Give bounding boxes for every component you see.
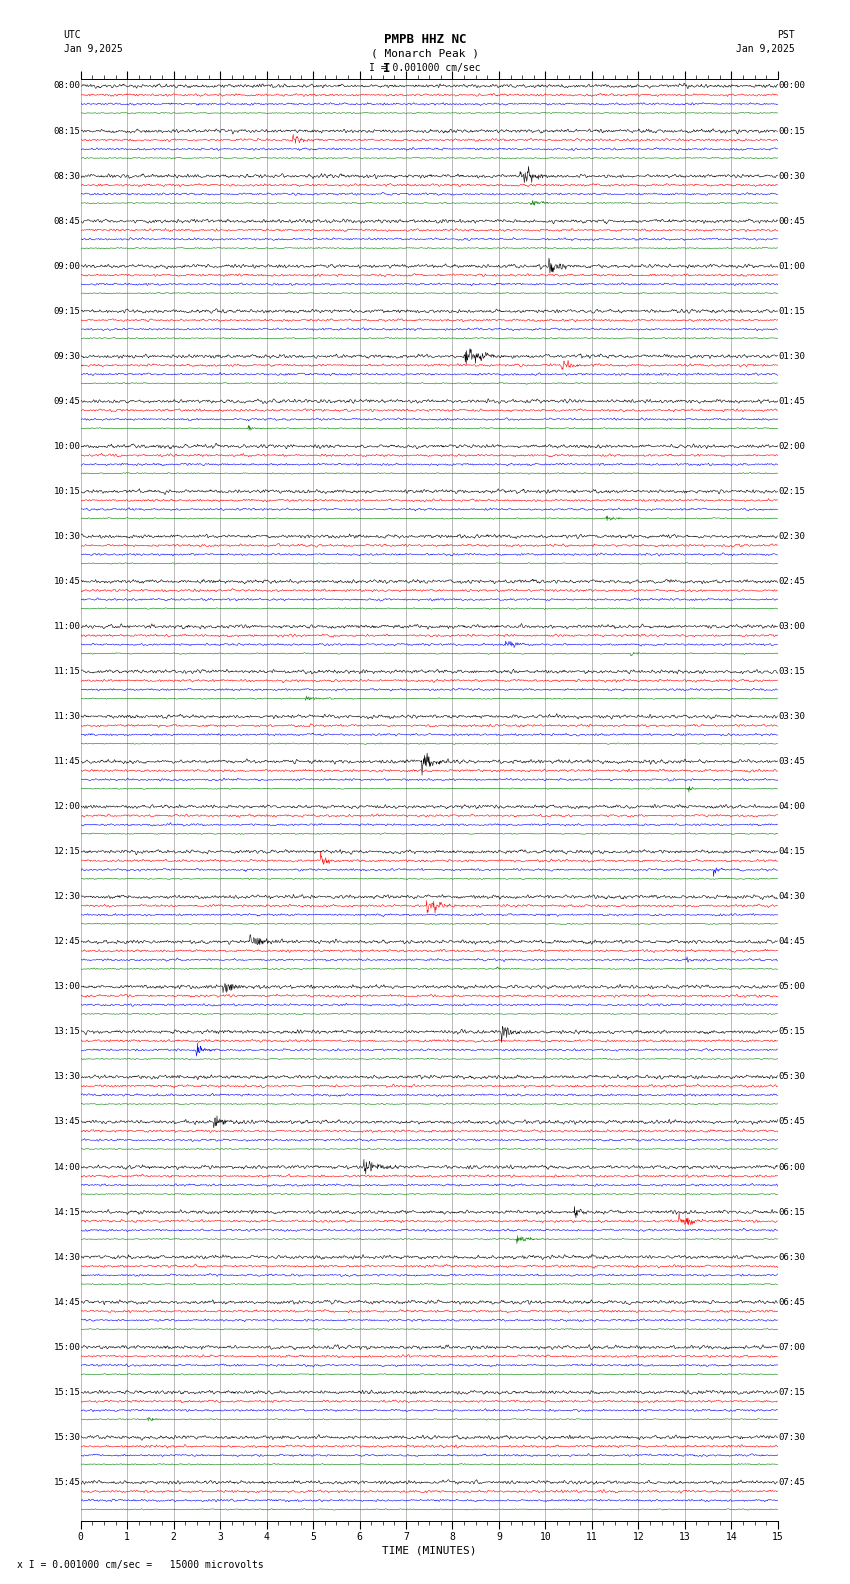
Text: 07:15: 07:15	[779, 1388, 805, 1397]
Text: 12:00: 12:00	[54, 802, 80, 811]
Text: 02:15: 02:15	[779, 486, 805, 496]
Text: 02:30: 02:30	[779, 532, 805, 540]
Text: 02:00: 02:00	[779, 442, 805, 451]
Text: 10:45: 10:45	[54, 577, 80, 586]
Text: 14:45: 14:45	[54, 1297, 80, 1307]
Text: 06:00: 06:00	[779, 1163, 805, 1172]
Text: 00:00: 00:00	[779, 81, 805, 90]
Text: 00:45: 00:45	[779, 217, 805, 225]
Text: I = 0.001000 cm/sec: I = 0.001000 cm/sec	[369, 63, 481, 73]
Text: 01:45: 01:45	[779, 396, 805, 406]
Text: Jan 9,2025: Jan 9,2025	[736, 44, 795, 54]
Text: 04:30: 04:30	[779, 892, 805, 901]
Text: 08:45: 08:45	[54, 217, 80, 225]
Text: 04:15: 04:15	[779, 847, 805, 857]
Text: 04:45: 04:45	[779, 938, 805, 946]
Text: 15:45: 15:45	[54, 1478, 80, 1487]
Text: 09:30: 09:30	[54, 352, 80, 361]
Text: 03:00: 03:00	[779, 623, 805, 630]
Text: 05:15: 05:15	[779, 1028, 805, 1036]
Text: 12:45: 12:45	[54, 938, 80, 946]
Text: 10:00: 10:00	[54, 442, 80, 451]
Text: 06:15: 06:15	[779, 1207, 805, 1217]
Text: 01:30: 01:30	[779, 352, 805, 361]
Text: 11:30: 11:30	[54, 713, 80, 721]
Text: 04:00: 04:00	[779, 802, 805, 811]
Text: 03:30: 03:30	[779, 713, 805, 721]
Text: PST: PST	[777, 30, 795, 40]
Text: 11:15: 11:15	[54, 667, 80, 676]
Text: 05:00: 05:00	[779, 982, 805, 992]
Text: 12:30: 12:30	[54, 892, 80, 901]
Text: 13:00: 13:00	[54, 982, 80, 992]
Text: 03:45: 03:45	[779, 757, 805, 767]
Text: 05:45: 05:45	[779, 1117, 805, 1126]
Text: 00:15: 00:15	[779, 127, 805, 136]
Text: 08:30: 08:30	[54, 171, 80, 181]
Text: 06:30: 06:30	[779, 1253, 805, 1261]
Text: PMPB HHZ NC: PMPB HHZ NC	[383, 33, 467, 46]
Text: 01:15: 01:15	[779, 307, 805, 315]
Text: 15:30: 15:30	[54, 1434, 80, 1441]
Text: I: I	[383, 62, 390, 74]
Text: 10:15: 10:15	[54, 486, 80, 496]
Text: 08:15: 08:15	[54, 127, 80, 136]
Text: 12:15: 12:15	[54, 847, 80, 857]
Text: ( Monarch Peak ): ( Monarch Peak )	[371, 49, 479, 59]
Text: 11:45: 11:45	[54, 757, 80, 767]
Text: Jan 9,2025: Jan 9,2025	[64, 44, 122, 54]
Text: 10:30: 10:30	[54, 532, 80, 540]
Text: 00:30: 00:30	[779, 171, 805, 181]
Text: 15:00: 15:00	[54, 1343, 80, 1351]
Text: 01:00: 01:00	[779, 261, 805, 271]
Text: 07:45: 07:45	[779, 1478, 805, 1487]
Text: 09:00: 09:00	[54, 261, 80, 271]
Text: 13:45: 13:45	[54, 1117, 80, 1126]
Text: 15:15: 15:15	[54, 1388, 80, 1397]
Text: 03:15: 03:15	[779, 667, 805, 676]
Text: 09:45: 09:45	[54, 396, 80, 406]
Text: 14:30: 14:30	[54, 1253, 80, 1261]
Text: 08:00: 08:00	[54, 81, 80, 90]
Text: 14:15: 14:15	[54, 1207, 80, 1217]
Text: 07:30: 07:30	[779, 1434, 805, 1441]
Text: 13:30: 13:30	[54, 1072, 80, 1082]
Text: 11:00: 11:00	[54, 623, 80, 630]
Text: 06:45: 06:45	[779, 1297, 805, 1307]
Text: 09:15: 09:15	[54, 307, 80, 315]
Text: 02:45: 02:45	[779, 577, 805, 586]
Text: 14:00: 14:00	[54, 1163, 80, 1172]
Text: 05:30: 05:30	[779, 1072, 805, 1082]
X-axis label: TIME (MINUTES): TIME (MINUTES)	[382, 1546, 477, 1555]
Text: UTC: UTC	[64, 30, 82, 40]
Text: 07:00: 07:00	[779, 1343, 805, 1351]
Text: x I = 0.001000 cm/sec =   15000 microvolts: x I = 0.001000 cm/sec = 15000 microvolts	[17, 1560, 264, 1570]
Text: 13:15: 13:15	[54, 1028, 80, 1036]
